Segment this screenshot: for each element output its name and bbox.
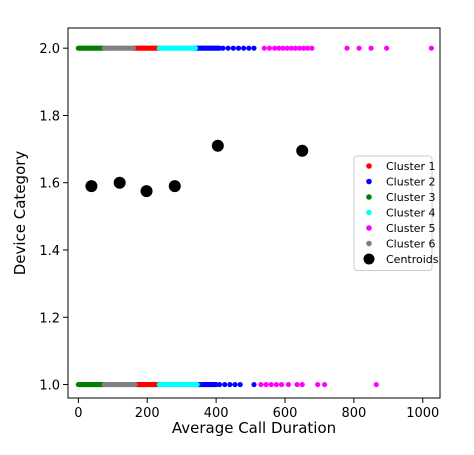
cluster-2-point	[222, 381, 228, 388]
legend-label: Cluster 5	[386, 222, 436, 235]
legend-marker	[366, 225, 372, 231]
plot-area	[75, 45, 434, 388]
cluster-5-point	[273, 381, 279, 388]
cluster-2-point	[237, 381, 243, 388]
y-tick-label: 1.0	[39, 379, 60, 394]
cluster-5-point	[263, 381, 269, 388]
x-tick-label: 1000	[406, 406, 439, 421]
cluster-2-point	[251, 45, 257, 51]
legend-marker	[366, 178, 372, 185]
cluster-2-point	[227, 381, 233, 388]
cluster-5-point	[285, 381, 292, 388]
legend-label: Cluster 2	[386, 176, 436, 189]
cluster-5-point	[299, 381, 305, 388]
x-tick-label: 800	[341, 406, 366, 421]
centroid-point	[211, 139, 224, 152]
y-tick-label: 1.6	[39, 177, 60, 192]
cluster-5-point	[268, 381, 274, 388]
centroid-point	[168, 180, 181, 193]
cluster-5-point	[280, 45, 286, 51]
x-tick-label: 400	[204, 406, 229, 421]
legend-marker	[363, 253, 375, 265]
cluster-5-point	[301, 45, 307, 51]
cluster-5-point	[373, 381, 379, 388]
y-axis-label: Device Category	[11, 151, 29, 276]
legend-box	[353, 155, 433, 271]
legend-label: Cluster 1	[386, 160, 436, 173]
legend-label: Cluster 3	[386, 191, 436, 204]
x-tick-label: 200	[135, 406, 160, 421]
cluster-2-point	[235, 45, 242, 51]
y-tick-label: 2.0	[39, 42, 60, 57]
cluster-5-point	[272, 45, 278, 51]
legend: Cluster 1 Cluster 2 Cluster 3 Cluster 4 Clus…	[353, 155, 439, 271]
axis-ticks: 0 200 400 600 800 1000 1.0 1.2 1.4 1.6 1.8 2.0	[39, 42, 439, 421]
cluster-2-point	[241, 45, 247, 51]
centroid-point	[296, 144, 309, 157]
cluster-2-point	[230, 45, 236, 51]
cluster-5-point	[368, 45, 374, 51]
y-tick-label: 1.2	[39, 311, 60, 326]
cluster-5-point	[315, 381, 321, 388]
cluster-2-point	[232, 381, 238, 388]
cluster-2-point	[216, 381, 223, 388]
cluster-5-point	[344, 45, 350, 51]
x-tick-label: 0	[74, 406, 82, 421]
cluster-5-point	[266, 45, 273, 51]
centroid-point	[113, 176, 126, 189]
cluster-5-point	[305, 45, 311, 51]
x-tick-label: 600	[273, 406, 298, 421]
legend-marker	[366, 209, 372, 216]
legend-label: Centroids	[386, 253, 439, 266]
cluster-5-point	[261, 45, 267, 51]
cluster-5-point	[288, 45, 294, 51]
legend-label: Cluster 4	[386, 207, 436, 220]
axes-frame	[67, 27, 441, 399]
cluster-2-point	[220, 45, 226, 51]
cluster-2-point	[225, 45, 231, 51]
legend-label: Cluster 6	[386, 238, 436, 251]
cluster-5-point	[258, 381, 264, 388]
y-tick-label: 1.8	[39, 109, 60, 124]
cluster-5-point	[284, 45, 290, 51]
cluster-5-point	[276, 45, 282, 51]
legend-marker	[366, 240, 372, 247]
cluster-5-point	[292, 45, 298, 51]
legend-marker	[366, 194, 372, 200]
cluster-5-point	[278, 381, 285, 388]
cluster-5-point	[294, 381, 300, 388]
cluster-5-point	[309, 45, 315, 51]
x-axis-label: Average Call Duration	[172, 419, 336, 437]
cluster-2-point	[251, 381, 257, 388]
cluster-5-point	[296, 45, 303, 51]
legend-marker	[366, 163, 372, 169]
cluster-5-point	[428, 45, 434, 51]
centroid-point	[140, 185, 153, 198]
cluster-5-point	[356, 45, 362, 51]
cluster-5-point	[322, 381, 328, 388]
cluster-5-point	[384, 45, 390, 51]
centroid-point	[85, 180, 98, 193]
cluster-2-point	[246, 45, 252, 51]
y-tick-label: 1.4	[39, 244, 60, 259]
